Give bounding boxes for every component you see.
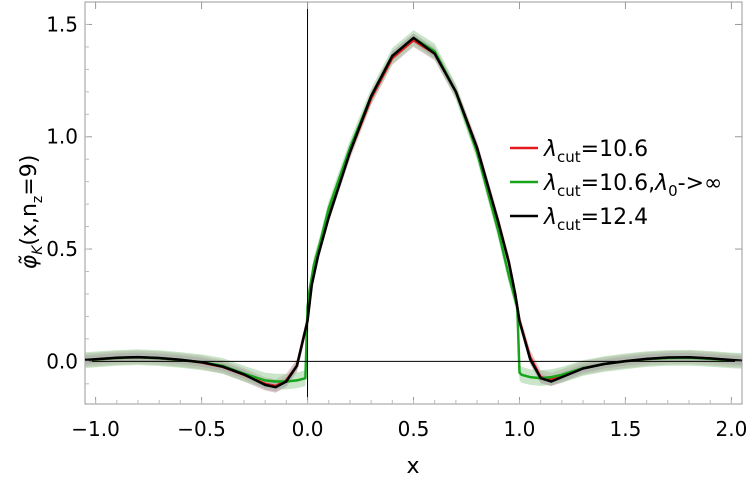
- legend-label-2-sub2: 0: [668, 182, 678, 200]
- series-lines: [84, 36, 743, 389]
- legend-item-1: λcut=10.6: [510, 137, 648, 166]
- x-tick-label-2: 0.0: [292, 417, 324, 441]
- y-axis-title-main: φ̃: [17, 254, 42, 269]
- x-tick-label-6: 2.0: [715, 417, 747, 441]
- legend-label-2-rest2: ->∞: [678, 171, 723, 196]
- legend-label-2-sub: cut: [557, 182, 581, 200]
- legend-label-2-main2: λ: [654, 171, 668, 196]
- y-axis-title-end: =9): [17, 155, 42, 196]
- y-axis-title-rest: (x,n: [17, 203, 42, 246]
- y-axis-title-sub: K: [30, 244, 46, 255]
- y-axis-title: φ̃K(x,nz=9): [17, 155, 46, 270]
- legend-label-2-rest: =10.6,: [581, 171, 655, 196]
- axes: [85, 2, 742, 404]
- svg-text:λcut=10.6,λ0->∞: λcut=10.6,λ0->∞: [543, 171, 722, 200]
- x-tick-label-0: −1.0: [71, 417, 120, 441]
- y-axis-title-sub2: z: [30, 196, 46, 203]
- line-series-3: [84, 36, 743, 389]
- x-tick-label-3: 0.5: [398, 417, 430, 441]
- y-tick-label-3: 1.5: [46, 12, 78, 36]
- legend-label-3-sub: cut: [557, 216, 581, 234]
- legend-label-3-rest: =12.4: [581, 205, 648, 230]
- legend: λcut=10.6 λcut=10.6,λ0->∞ λcut=12.4: [510, 137, 722, 234]
- x-axis-title: x: [406, 454, 419, 479]
- svg-text:λcut=12.4: λcut=12.4: [543, 205, 648, 234]
- y-tick-label-2: 1.0: [46, 125, 78, 149]
- legend-label-1-rest: =10.6: [581, 137, 648, 162]
- svg-text:λcut=10.6: λcut=10.6: [543, 137, 648, 166]
- x-tick-label-4: 1.0: [504, 417, 536, 441]
- band-series-3: [85, 33, 742, 392]
- legend-item-2: λcut=10.6,λ0->∞: [510, 171, 722, 200]
- y-tick-label-1: 0.5: [46, 237, 78, 261]
- ticks: −1.0 −0.5 0.0 0.5 1.0 1.5 2.0 0.0 0.5 1.0 1.5: [46, 2, 747, 441]
- y-tick-label-0: 0.0: [46, 349, 78, 373]
- plot-border: [84, 1, 743, 405]
- x-tick-label-1: −0.5: [177, 417, 226, 441]
- legend-label-1-main: λ: [543, 137, 557, 162]
- x-tick-label-5: 1.5: [610, 417, 642, 441]
- legend-label-3-main: λ: [543, 205, 557, 230]
- legend-item-3: λcut=12.4: [510, 205, 648, 234]
- legend-label-2-main: λ: [543, 171, 557, 196]
- plot-frame: [84, 1, 743, 405]
- legend-label-1-sub: cut: [557, 148, 581, 166]
